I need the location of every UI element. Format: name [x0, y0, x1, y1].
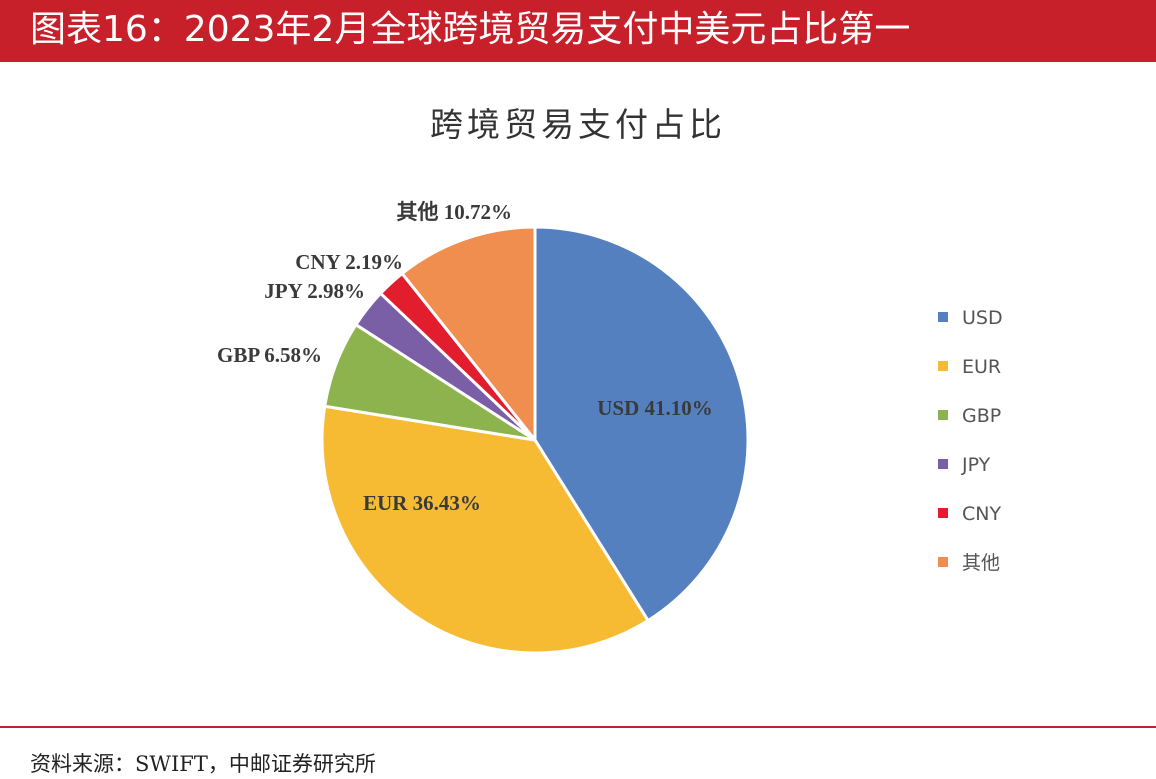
legend-label: JPY — [961, 454, 991, 476]
legend-label: GBP — [962, 405, 1001, 427]
data-label-3: JPY 2.98% — [264, 279, 365, 303]
legend-item-5: 其他 — [938, 552, 1000, 574]
legend-label: 其他 — [962, 552, 1000, 574]
pie-slice-usd — [533, 225, 750, 623]
legend-label: CNY — [962, 503, 1001, 525]
legend-item-3: JPY — [938, 454, 991, 476]
data-label-0: USD 41.10% — [597, 396, 713, 420]
pie-slices — [320, 225, 750, 655]
pie-chart: USD 41.10% EUR 36.43% GBP 6.58% JPY 2.98% CN… — [217, 200, 1003, 655]
legend-item-2: GBP — [938, 405, 1001, 427]
legend-swatch — [938, 508, 948, 518]
legend-item-1: EUR — [938, 356, 1001, 378]
pie-slice-eur — [320, 404, 651, 655]
legend-label: EUR — [962, 356, 1001, 378]
legend-swatch — [938, 557, 948, 567]
footer-divider — [0, 726, 1156, 728]
legend-swatch — [938, 312, 948, 322]
legend: USD EUR GBP JPY CNY 其他 — [938, 307, 1003, 574]
chart-title: 跨境贸易支付占比 — [430, 105, 726, 144]
data-labels: USD 41.10% EUR 36.43% GBP 6.58% JPY 2.98% CN… — [217, 200, 713, 515]
header-banner: 图表16：2023年2月全球跨境贸易支付中美元占比第一 — [0, 0, 1156, 62]
data-label-4: CNY 2.19% — [295, 250, 403, 274]
legend-item-0: USD — [938, 307, 1003, 329]
legend-swatch — [938, 410, 948, 420]
legend-item-4: CNY — [938, 503, 1001, 525]
source-note: 资料来源：SWIFT，中邮证券研究所 — [30, 752, 376, 776]
legend-swatch — [938, 361, 948, 371]
data-label-1: EUR 36.43% — [363, 491, 481, 515]
data-label-5: 其他 10.72% — [397, 200, 513, 224]
header-title: 图表16：2023年2月全球跨境贸易支付中美元占比第一 — [30, 9, 911, 50]
legend-swatch — [938, 459, 948, 469]
legend-label: USD — [962, 307, 1003, 329]
data-label-2: GBP 6.58% — [217, 343, 322, 367]
pie-slice-其他 — [400, 225, 537, 445]
